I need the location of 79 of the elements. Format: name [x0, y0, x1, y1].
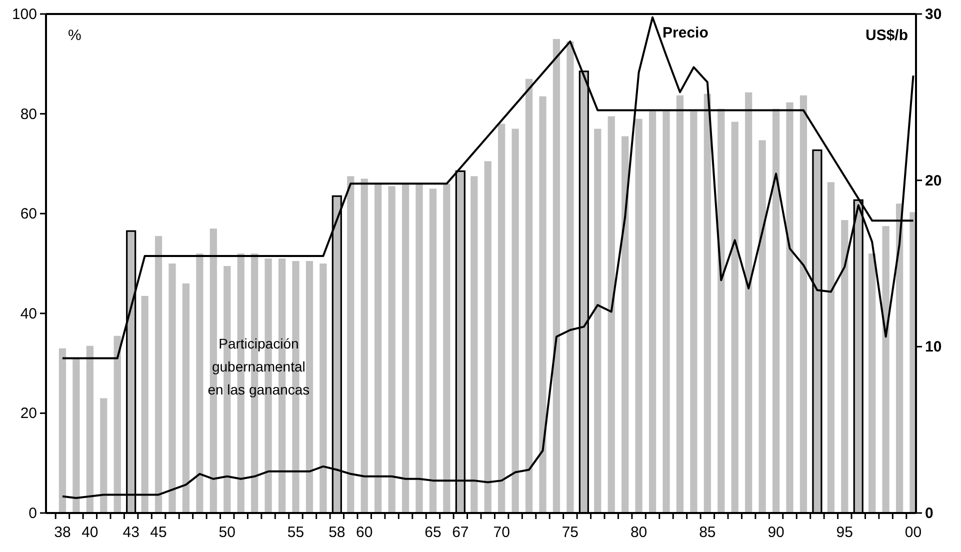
- bar: [841, 220, 848, 513]
- y-tick-label: 100: [12, 6, 37, 23]
- bar: [648, 111, 656, 513]
- y2-tick-label: 10: [925, 338, 942, 356]
- bar: [525, 78, 533, 513]
- y-tick-label: 60: [20, 206, 37, 223]
- series-label: Participación gubernamental en las ganancas: [208, 335, 310, 398]
- bar: [429, 188, 437, 513]
- bar: [443, 184, 450, 513]
- x-tick-label: 40: [82, 524, 98, 541]
- bar: [154, 236, 162, 513]
- bar: [786, 102, 794, 513]
- bar: [539, 96, 546, 513]
- bar: [100, 398, 108, 513]
- bar: [388, 186, 396, 513]
- series-label: Precio: [662, 24, 708, 42]
- bar: [416, 184, 423, 513]
- bar: [896, 204, 904, 513]
- x-tick-label: 58: [328, 524, 346, 541]
- x-tick-label: 45: [150, 524, 167, 541]
- y-tick-label: 20: [20, 405, 37, 422]
- bar: [800, 95, 808, 513]
- bar: [114, 336, 121, 513]
- bar: [374, 184, 382, 513]
- bar: [141, 296, 148, 513]
- x-tick-label: 65: [424, 524, 442, 541]
- bar: [470, 176, 478, 513]
- bar: [731, 122, 738, 513]
- bar: [594, 128, 602, 513]
- x-tick-label: 38: [54, 524, 71, 541]
- bar: [662, 111, 670, 513]
- bar: [758, 140, 766, 513]
- bar: [72, 358, 80, 513]
- y-tick-label: 0: [28, 505, 37, 522]
- bar: [745, 92, 752, 513]
- bar: [484, 161, 492, 513]
- y2-tick-label: 0: [925, 505, 934, 522]
- bar: [772, 108, 780, 513]
- bar: [58, 348, 66, 513]
- x-tick-label: 80: [630, 524, 648, 541]
- x-tick-label: 00: [904, 524, 922, 541]
- bar: [512, 128, 519, 513]
- bar: [635, 118, 642, 513]
- bar: [402, 184, 410, 513]
- y2-tick-label: 20: [925, 172, 942, 190]
- x-tick-label: 55: [287, 524, 304, 541]
- x-tick-label: 85: [699, 524, 716, 541]
- bar: [347, 176, 354, 513]
- bar: [360, 178, 368, 513]
- x-tick-label: 75: [562, 524, 579, 541]
- y2-axis-title: US$/b: [865, 27, 908, 44]
- x-tick-label: 50: [218, 524, 236, 541]
- bar: [608, 116, 615, 513]
- bar: [868, 254, 876, 513]
- x-tick-label: 43: [122, 524, 140, 541]
- x-tick-label: 90: [768, 524, 784, 541]
- y-axis-title: %: [68, 27, 82, 44]
- bar: [552, 38, 560, 513]
- bar: [827, 182, 834, 513]
- y-tick-label: 40: [20, 305, 37, 322]
- y-tick-label: 80: [20, 106, 37, 123]
- x-tick-label: 70: [493, 524, 510, 541]
- bar: [182, 283, 190, 513]
- bar: [882, 226, 890, 513]
- bar: [622, 136, 629, 513]
- y2-tick-label: 30: [925, 6, 942, 23]
- bar: [196, 254, 204, 513]
- x-tick-label: 95: [836, 524, 853, 541]
- bar: [690, 111, 698, 513]
- x-tick-label: 60: [356, 524, 373, 541]
- bar: [704, 94, 711, 513]
- bar: [718, 108, 725, 513]
- bar: [320, 264, 327, 513]
- bar: [86, 346, 94, 513]
- bar: [676, 95, 684, 513]
- bar: [498, 124, 506, 513]
- bar: [566, 41, 574, 513]
- x-tick-label: 67: [452, 524, 469, 541]
- bar: [168, 264, 176, 513]
